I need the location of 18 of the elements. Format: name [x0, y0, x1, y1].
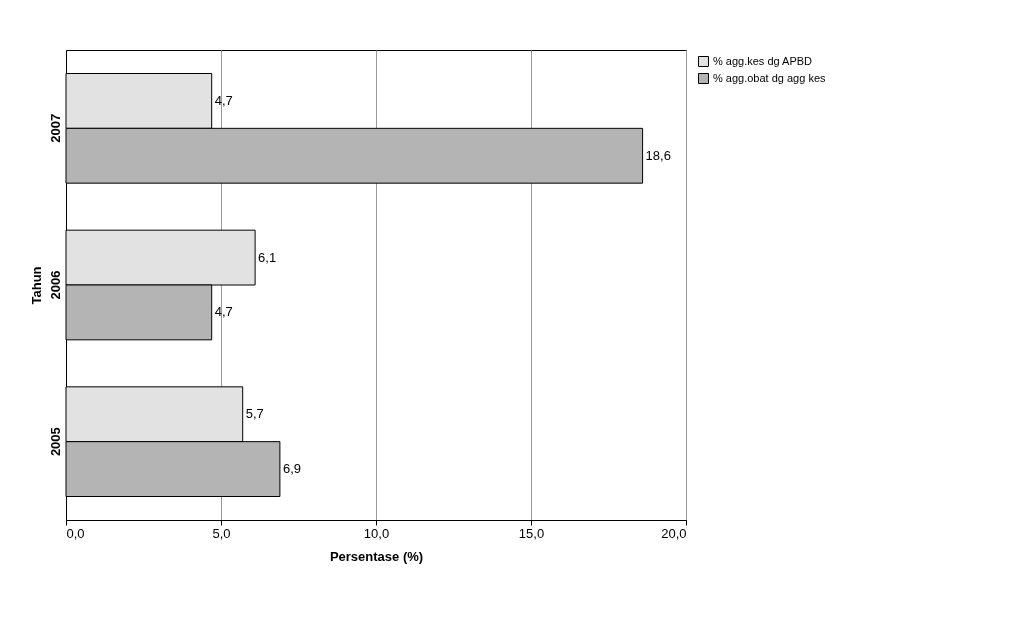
data-label: 6,1: [258, 249, 277, 265]
x-axis-title: Persentase (%): [329, 548, 424, 564]
x-tick-label: 20,0: [661, 525, 687, 541]
x-tick-label: 10,0: [363, 525, 390, 541]
legend-label: % agg.obat dg agg kes: [713, 71, 827, 84]
x-tick-label: 0,0: [66, 525, 85, 541]
data-label: 4,7: [214, 92, 233, 108]
x-tick-label: 15,0: [518, 525, 545, 541]
x-tick-label: 5,0: [212, 525, 231, 541]
y-tick-label: 2005: [47, 427, 63, 457]
data-label: 18,6: [645, 147, 671, 163]
y-tick-label: 2006: [47, 270, 63, 300]
data-label: 6,9: [282, 461, 301, 477]
y-tick-label: 2007: [47, 113, 63, 143]
data-label: 4,7: [214, 304, 233, 320]
y-axis-title: Tahun: [28, 266, 44, 305]
data-label: 5,7: [245, 406, 264, 422]
legend-label: % agg.kes dg APBD: [713, 54, 813, 67]
